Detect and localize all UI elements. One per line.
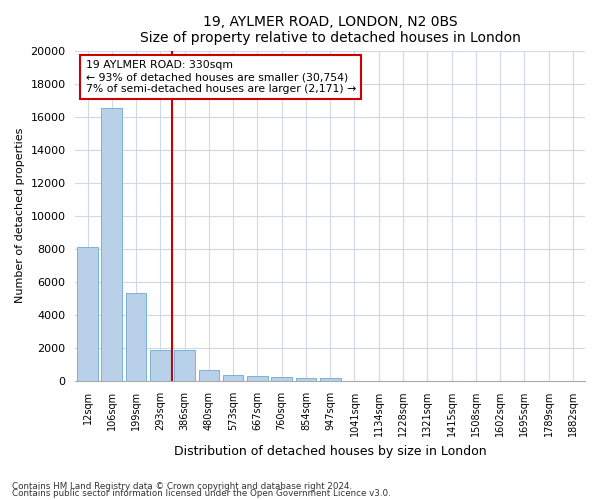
Bar: [271, 377, 292, 381]
Title: 19, AYLMER ROAD, LONDON, N2 0BS
Size of property relative to detached houses in : 19, AYLMER ROAD, LONDON, N2 0BS Size of …: [140, 15, 521, 45]
Bar: [150, 350, 170, 381]
Text: Contains public sector information licensed under the Open Government Licence v3: Contains public sector information licen…: [12, 490, 391, 498]
Bar: [174, 350, 195, 381]
Bar: [223, 375, 244, 381]
Bar: [247, 376, 268, 381]
Y-axis label: Number of detached properties: Number of detached properties: [15, 128, 25, 304]
Bar: [296, 378, 316, 381]
Text: 19 AYLMER ROAD: 330sqm
← 93% of detached houses are smaller (30,754)
7% of semi-: 19 AYLMER ROAD: 330sqm ← 93% of detached…: [86, 60, 356, 94]
Bar: [101, 108, 122, 381]
Bar: [77, 247, 98, 381]
X-axis label: Distribution of detached houses by size in London: Distribution of detached houses by size …: [174, 444, 487, 458]
Bar: [320, 378, 341, 381]
Text: Contains HM Land Registry data © Crown copyright and database right 2024.: Contains HM Land Registry data © Crown c…: [12, 482, 352, 491]
Bar: [199, 370, 219, 381]
Bar: [126, 294, 146, 381]
